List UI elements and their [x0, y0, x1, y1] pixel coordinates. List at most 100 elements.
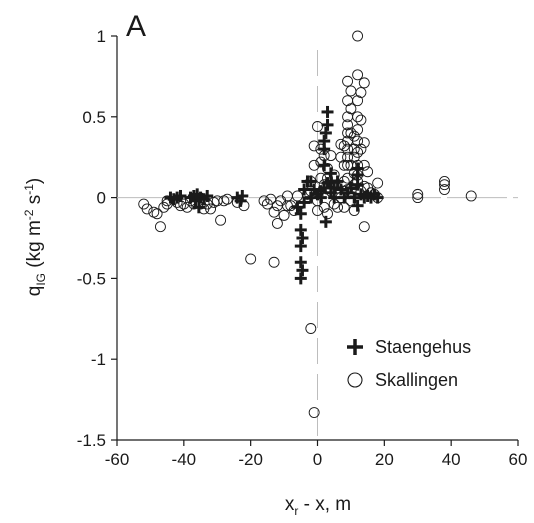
skallingen-point	[412, 188, 424, 200]
skallingen-point	[292, 190, 303, 202]
skallingen-point	[352, 111, 364, 123]
staengehus-point	[236, 189, 249, 202]
y-tick-label: 1	[97, 27, 106, 46]
staengehus-point	[371, 191, 384, 204]
skallingen-point	[352, 95, 364, 107]
staengehus-point	[319, 215, 332, 228]
x-tick-label: -20	[238, 450, 263, 469]
skallingen-point	[288, 205, 300, 216]
y-axis-title: qIG (kg m-2 s-1)	[22, 178, 48, 296]
skallingen-point	[352, 69, 364, 81]
skallingen-point	[345, 127, 357, 139]
staengehus-point	[321, 118, 334, 131]
skallingen-point	[325, 150, 337, 162]
staengehus-point	[318, 159, 331, 172]
skallingen-point	[352, 124, 364, 136]
skallingen-point	[352, 135, 364, 147]
skallingen-point	[355, 143, 367, 155]
legend-marker-staengehus	[347, 339, 363, 355]
skallingen-point	[315, 172, 327, 184]
staengehus-point	[304, 175, 317, 188]
staengehus-point	[351, 199, 364, 212]
legend-label-staengehus: Staengehus	[375, 337, 471, 357]
staengehus-point	[348, 191, 361, 204]
skallingen-point	[355, 114, 367, 126]
panel-label: A	[126, 10, 146, 43]
staengehus-point	[192, 201, 205, 214]
staengehus-point	[328, 181, 341, 194]
skallingen-point	[151, 208, 163, 220]
skallingen-point	[439, 184, 450, 195]
skallingen-point	[358, 77, 370, 89]
staengehus-point	[331, 175, 344, 188]
skallingen-point	[258, 195, 270, 207]
y-tick-label: -1	[91, 350, 106, 369]
y-tick-label: -1.5	[77, 431, 106, 450]
skallingen-point	[342, 127, 354, 139]
skallingen-point	[465, 190, 477, 202]
skallingen-point	[412, 192, 424, 204]
staengehus-point	[319, 126, 332, 139]
skallingen-point	[308, 407, 320, 418]
skallingen-point	[345, 85, 357, 97]
skallingen-point	[281, 190, 293, 202]
staengehus-point	[201, 189, 214, 202]
staengehus-point	[296, 264, 309, 277]
skallingen-point	[358, 221, 370, 233]
skallingen-point	[355, 87, 367, 99]
skallingen-point	[268, 206, 280, 218]
staengehus-point	[314, 191, 327, 204]
skallingen-point	[358, 159, 370, 171]
skallingen-point	[154, 221, 166, 233]
staengehus-point	[294, 256, 307, 269]
staengehus-point	[344, 181, 357, 194]
skallingen-point	[352, 146, 364, 158]
staengehus-point	[304, 191, 317, 204]
skallingen-point	[345, 103, 357, 115]
skallingen-point	[181, 201, 193, 213]
skallingen-point	[268, 256, 280, 268]
y-tick-label: 0.5	[82, 108, 106, 127]
x-tick-label: 40	[442, 450, 461, 469]
skallingen-point	[322, 208, 333, 220]
skallingen-point	[338, 159, 350, 171]
y-tick-label: -0.5	[77, 269, 106, 288]
skallingen-point	[439, 179, 450, 191]
staengehus-point	[321, 105, 334, 118]
x-tick-label: 0	[313, 450, 322, 469]
skallingen-point	[342, 119, 354, 131]
staengehus-point	[298, 183, 311, 196]
skallingen-point	[141, 203, 153, 215]
staengehus-point	[318, 135, 331, 148]
staengehus-point	[294, 240, 307, 253]
x-axis-title: xr - x, m	[285, 494, 351, 518]
x-tick-label: -40	[172, 450, 197, 469]
skallingen-point	[338, 201, 350, 213]
skallingen-point	[342, 75, 354, 87]
x-tick-label: 60	[509, 450, 528, 469]
x-tick-label: 20	[375, 450, 394, 469]
skallingen-point	[342, 143, 354, 155]
skallingen-point	[315, 156, 327, 168]
staengehus-point	[351, 162, 364, 175]
skallingen-point	[221, 193, 233, 205]
skallingen-point	[305, 323, 317, 334]
legend-marker-skallingen	[347, 372, 363, 388]
skallingen-point	[308, 140, 320, 152]
skallingen-point	[348, 143, 360, 155]
staengehus-point	[298, 196, 311, 209]
staengehus-point	[334, 183, 347, 196]
skallingen-point	[372, 177, 384, 189]
skallingen-point	[335, 151, 347, 163]
y-tick-label: 0	[97, 189, 106, 208]
legend-label-skallingen: Skallingen	[375, 370, 458, 390]
axis-ticks: -60 -40 -20 0 20 40 60 -1.5 -1 -0.5 0 0.5 1	[77, 27, 528, 469]
staengehus-point	[291, 201, 304, 214]
skallingen-point	[318, 201, 330, 213]
staengehus-point	[294, 207, 307, 220]
skallingen-point	[158, 201, 170, 213]
staengehus-point	[294, 272, 307, 285]
staengehus-point	[174, 189, 187, 202]
skallingen-point	[358, 137, 370, 149]
